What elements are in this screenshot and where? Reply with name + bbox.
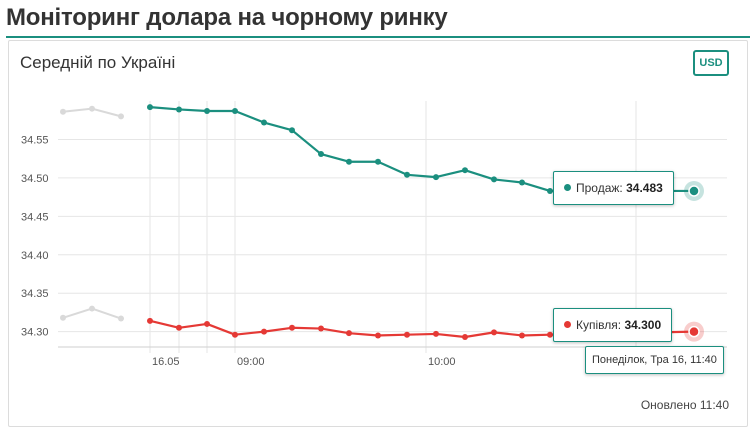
tooltip-buy: Купівля: 34.300: [553, 308, 673, 342]
sell-data-point: [204, 107, 210, 114]
sell-ghost-point: [89, 105, 95, 112]
sell-data-point: [346, 158, 352, 165]
buy-dot-icon: [564, 321, 571, 329]
page-title: Моніторинг долара на чорному ринку: [6, 4, 448, 31]
y-tick-label: 34.45: [21, 211, 49, 223]
page-header: Моніторинг долара на чорному ринку: [6, 0, 750, 38]
buy-data-point: [318, 325, 324, 332]
sell-data-point: [318, 151, 324, 158]
x-tick-label: 10:00: [428, 356, 456, 368]
header-divider: [6, 36, 750, 38]
sell-data-point: [176, 106, 182, 113]
buy-data-point: [519, 332, 525, 339]
chart-card: 34.30 34.35 34.40 34.45 34.50 34.55 16.05 09:00…: [8, 40, 748, 427]
sell-data-point: [375, 158, 381, 165]
sell-data-point: [147, 104, 153, 111]
tooltip-sell-label: Продаж:: [576, 181, 623, 195]
y-tick-label: 34.35: [21, 288, 49, 300]
sell-ghost-point: [60, 108, 66, 115]
y-tick-label: 34.55: [21, 134, 49, 146]
buy-data-point: [261, 328, 267, 335]
tooltip-sell-value: 34.483: [626, 181, 663, 195]
tooltip-date: Понеділок, Тра 16, 11:40: [585, 346, 724, 374]
buy-data-point: [346, 330, 352, 337]
buy-data-point: [204, 320, 210, 327]
sell-data-point: [404, 171, 410, 178]
sell-data-point: [462, 167, 468, 174]
sell-data-point: [491, 176, 497, 183]
sell-ghost-point: [118, 113, 124, 120]
buy-data-point: [176, 324, 182, 331]
sell-highlight-point: [688, 185, 700, 197]
buy-ghost-point: [89, 305, 95, 312]
tooltip-buy-label: Купівля:: [576, 318, 622, 332]
sell-dot-icon: [564, 184, 571, 192]
sell-data-point: [289, 127, 295, 134]
y-tick-label: 34.50: [21, 173, 49, 185]
buy-ghost-point: [118, 315, 124, 322]
y-tick-label: 34.30: [21, 327, 49, 339]
tooltip-buy-value: 34.300: [624, 318, 662, 332]
buy-data-point: [232, 331, 238, 338]
buy-data-point: [491, 329, 497, 336]
buy-data-point: [547, 331, 553, 338]
y-tick-label: 34.40: [21, 250, 49, 262]
buy-series-line: [149, 319, 695, 339]
buy-data-point: [147, 317, 153, 324]
sell-data-point: [547, 187, 553, 194]
x-tick-label: 16.05: [152, 356, 180, 368]
sell-data-point: [261, 119, 267, 126]
buy-data-point: [404, 331, 410, 338]
buy-highlight-point: [688, 325, 700, 338]
buy-data-point: [375, 332, 381, 339]
buy-data-point: [433, 330, 439, 337]
buy-data-point: [289, 324, 295, 331]
x-tick-label: 09:00: [237, 356, 265, 368]
sell-data-point: [433, 174, 439, 181]
tooltip-sell: Продаж: 34.483: [553, 171, 674, 205]
buy-data-point: [462, 334, 468, 341]
sell-data-point: [519, 179, 525, 186]
updated-time: Оновлено 11:40: [640, 398, 729, 412]
sell-data-point: [232, 107, 238, 114]
card-title: Середній по Україні: [20, 53, 176, 72]
currency-button[interactable]: USD: [693, 50, 729, 76]
buy-ghost-point: [60, 314, 66, 321]
sell-series-line: [149, 106, 694, 193]
